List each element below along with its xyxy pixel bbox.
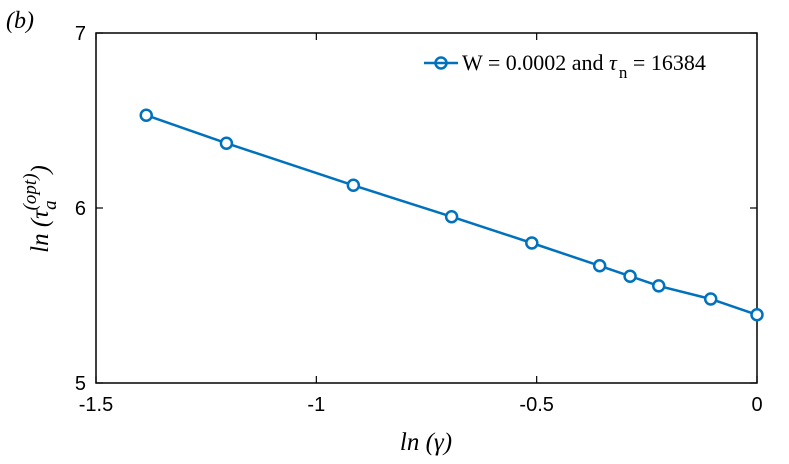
series-line <box>145 114 758 316</box>
panel-label: (b) <box>6 8 34 34</box>
y-tick-label: 6 <box>75 198 86 220</box>
x-tick-label: -1.5 <box>79 394 113 416</box>
y-label-symbol: τ <box>27 209 54 219</box>
y-label-suffix: ) <box>27 165 54 175</box>
data-point <box>219 136 234 150</box>
x-axis-label: ln (γ) <box>400 429 452 456</box>
legend-marker <box>434 56 448 70</box>
y-label-subscript: a <box>40 200 61 210</box>
legend-prefix: W = 0.0002 and <box>462 50 609 75</box>
data-point <box>623 269 637 283</box>
series-layer <box>139 108 764 322</box>
data-point <box>750 308 764 322</box>
y-axis-label: ln (τa(opt)) <box>20 165 61 253</box>
y-tick-label: 5 <box>75 373 86 395</box>
legend-subscript: n <box>619 63 628 82</box>
x-tick-label: 0 <box>751 394 762 416</box>
data-point <box>592 259 607 273</box>
y-label-superscript: (opt) <box>20 173 41 210</box>
data-point <box>444 210 459 224</box>
x-tick-label: -0.5 <box>519 394 553 416</box>
data-point <box>703 292 718 306</box>
data-point <box>346 178 361 192</box>
y-label-prefix: ln ( <box>27 217 54 253</box>
x-tick-label: -1 <box>307 394 325 416</box>
axis-ticks: -1.5 -1 -0.5 0 5 6 7 <box>75 23 763 416</box>
legend-symbol: τ <box>609 50 618 75</box>
legend-suffix: = 16384 <box>627 50 705 75</box>
data-point <box>651 279 666 293</box>
y-tick-label: 7 <box>75 23 86 45</box>
data-point <box>525 236 539 250</box>
data-point <box>139 108 153 122</box>
